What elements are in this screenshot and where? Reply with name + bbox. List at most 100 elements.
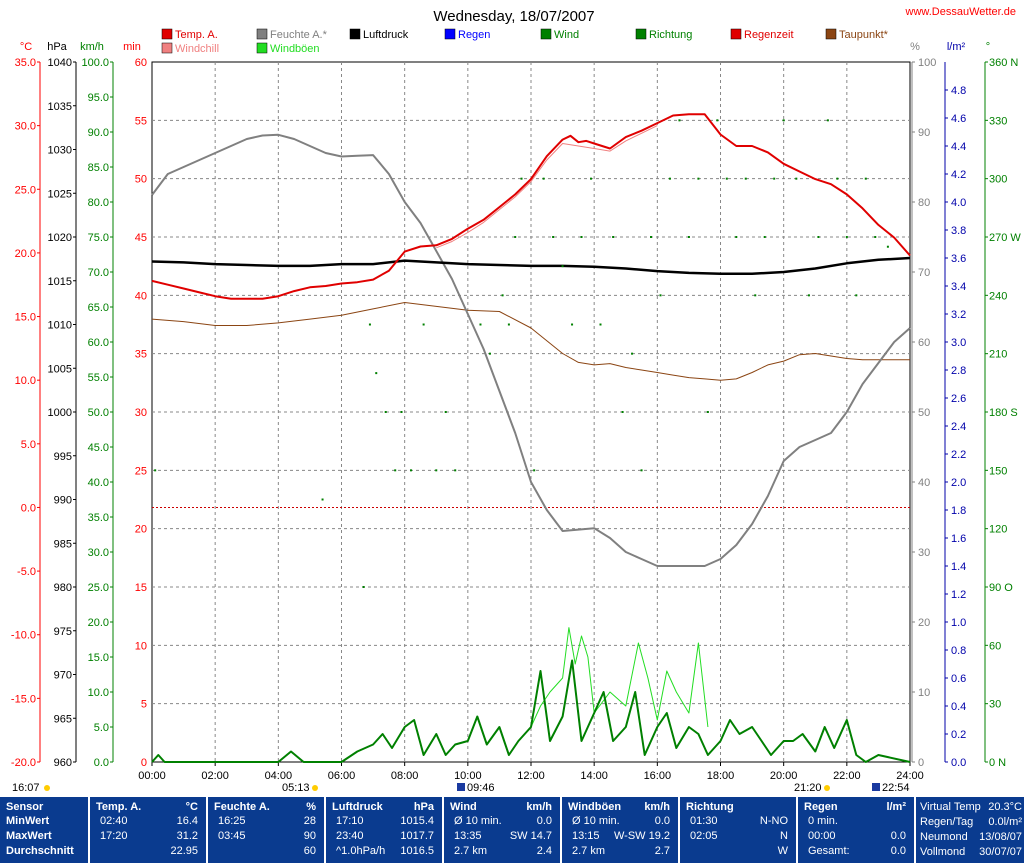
rain-axis-label: 0.0 [951,757,966,769]
summary-col-pressure: Luftdruck hPa 17:10 1015.4 23:40 1017.7 ^1.0hP… [326,797,444,863]
temp-axis-label: -15.0 [11,693,36,705]
unit-temp: °C [20,41,32,53]
legend-swatch [444,28,456,40]
direction-point [807,294,810,297]
series-line-taupunkt [151,302,910,381]
unit-direction: ° [986,41,990,53]
summary-cell-value: 1015.4 [400,815,434,827]
direction-point [836,177,839,180]
direction-axis-label: 0 N [989,757,1006,769]
temp-axis-label: 20.0 [15,248,36,260]
rain-axis-label: 3.8 [951,225,966,237]
pressure-axis-label: 975 [54,626,72,638]
humidity-axis-label: 0 [918,757,924,769]
summary-extra-label: Vollmond [920,846,966,858]
direction-point [561,265,564,268]
direction-point [154,469,157,472]
sun-icon [312,785,318,791]
wind-axis-label: 15.0 [88,652,109,664]
x-tick-label: 08:00 [391,770,419,782]
direction-point [520,177,523,180]
pressure-axis-label: 1020 [48,232,72,244]
legend-label: Luftdruck [363,29,409,41]
summary-col-header: Sensor [0,801,88,814]
rain-axis-label: 4.6 [951,113,966,125]
wind-axis-label: 20.0 [88,617,109,629]
summary-cell-label: Ø 10 min. [572,815,620,827]
summary-cell-label: 17:10 [336,815,364,827]
wind-axis-label: 5.0 [94,722,109,734]
summary-cell-label: 02:05 [690,830,718,842]
x-tick-label: 10:00 [454,770,482,782]
summary-cell-value: N-NO [759,815,788,827]
x-tick-label: 18:00 [707,770,735,782]
temp-axis-label: 10.0 [15,375,36,387]
moon-icon [457,783,465,791]
summary-row: 16:25 28 [208,815,324,828]
series-line-feuchte-a [151,133,911,567]
min-axis-label: 0 [141,757,147,769]
summary-row: Ø 10 min. 0.0 [562,815,678,828]
pressure-axis-label: 1040 [48,57,72,69]
summary-extra-row: Virtual Temp 20.3°C [916,801,1024,814]
rain-axis-label: 0.2 [951,729,966,741]
humidity-axis-label: 40 [918,477,930,489]
summary-cell-label: Durchschnitt [6,845,74,857]
summary-cell-label: 00:00 [808,830,836,842]
humidity-axis-label: 70 [918,267,930,279]
summary-col-humidity: Feuchte A.% 16:25 28 03:45 90 60 [208,797,326,863]
summary-row: MaxWert [0,830,88,843]
summary-extra-label: Regen/Tag [920,816,974,828]
pressure-axis-label: 1035 [48,101,72,113]
direction-axis-label: 300 [989,174,1007,186]
min-axis-label: 10 [135,640,147,652]
direction-point [422,323,425,326]
moonrise-time: 09:46 [467,782,495,794]
legend-swatch [161,28,173,40]
rain-axis-label: 1.8 [951,505,966,517]
legend-swatch [256,28,268,40]
summary-col-extra: Virtual Temp 20.3°C Regen/Tag 0.0l/m² Neumon… [916,797,1024,863]
unit-rain: l/m² [947,41,966,53]
min-axis-label: 5 [141,699,147,711]
humidity-axis-label: 30 [918,547,930,559]
summary-row: 2.7 km 2.7 [562,845,678,858]
summary-col-rain: Regen l/m² 0 min. 00:00 0.0 Gesamt: 0.0 [798,797,916,863]
summary-row: 60 [208,845,324,858]
legend-label: Richtung [649,29,692,41]
summary-cell-label: 17:20 [100,830,128,842]
sun-icon [824,785,830,791]
direction-point [479,323,482,326]
direction-axis-label: 270 W [989,232,1021,244]
direction-point [795,177,798,180]
direction-axis-label: 150 [989,465,1007,477]
summary-cell-label: ^1.0hPa/h [336,845,386,857]
summary-cell-value: W-SW 19.2 [613,830,670,842]
direction-point [687,236,690,238]
temp-axis-label: 5.0 [21,439,36,451]
x-tick-label: 04:00 [265,770,293,782]
direction-point [678,119,681,122]
humidity-axis-label: 60 [918,337,930,349]
direction-point [845,236,848,238]
summary-col-unit: % [306,801,316,813]
summary-extra-value: 30/07/07 [979,846,1022,858]
direction-point [725,177,728,180]
summary-cell-value: 1016.5 [400,845,434,857]
summary-col-unit: km/h [644,801,670,813]
summary-cell-value: W [777,845,788,857]
direction-point [321,498,324,501]
series-line-temp-a [151,113,911,300]
pressure-axis-label: 970 [54,670,72,682]
wind-axis-label: 10.0 [88,687,109,699]
direction-point [375,372,378,375]
legend-label: Windböen [270,43,320,55]
weather-chart: Wednesday, 18/07/2007 www.DessauWetter.d… [10,6,1022,794]
summary-col-header: Richtung [680,801,796,814]
site-link[interactable]: www.DessauWetter.de [905,6,1016,18]
moonset2-time: 22:54 [882,782,910,794]
summary-row: 23:40 1017.7 [326,830,442,843]
x-tick-label: 00:00 [138,770,166,782]
summary-col-header: Wind km/h [444,801,560,814]
sun-icon [44,785,50,791]
